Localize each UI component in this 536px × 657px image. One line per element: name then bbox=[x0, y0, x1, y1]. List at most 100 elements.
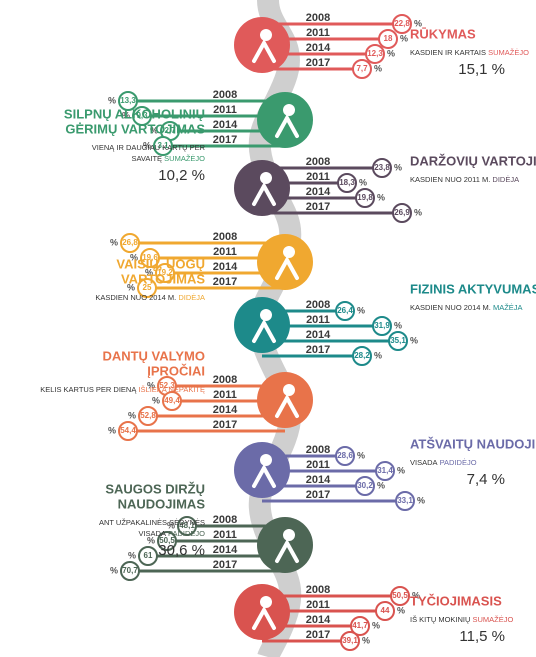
value: 30,2 bbox=[357, 481, 373, 490]
unit: % bbox=[128, 410, 136, 420]
unit: % bbox=[110, 237, 118, 247]
icon-head bbox=[260, 172, 272, 184]
trend: SUMAŽĖJO bbox=[164, 154, 205, 163]
trend: PADIDĖJO bbox=[440, 458, 477, 467]
change-value: 11,5 % bbox=[459, 628, 505, 645]
trend: MAŽĖJA bbox=[493, 303, 523, 312]
section-title: NAUDOJIMAS bbox=[118, 496, 206, 511]
year: 2017 bbox=[213, 419, 237, 431]
unit: % bbox=[414, 207, 422, 217]
year: 2008 bbox=[306, 12, 330, 24]
unit: % bbox=[417, 495, 425, 505]
year: 2014 bbox=[213, 544, 238, 556]
section-subtitle: VIENĄ IR DAUGIAU KARTŲ PER bbox=[92, 143, 206, 152]
change-value: 15,1 % bbox=[458, 61, 505, 78]
section-subtitle: KELIS KARTUS PER DIENĄ IŠLIEKA NEPAKITĘ bbox=[40, 385, 205, 394]
section-subtitle: SAVAITĘ SUMAŽĖJO bbox=[131, 154, 205, 163]
value: 23,8 bbox=[374, 163, 390, 172]
subtitle-text: KASDIEN NUO 2014 M. bbox=[410, 303, 491, 312]
value: 28,2 bbox=[354, 351, 370, 360]
year: 2011 bbox=[213, 104, 237, 116]
year: 2017 bbox=[213, 559, 237, 571]
subtitle-text: IŠ KITŲ MOKINIŲ bbox=[410, 615, 470, 624]
unit: % bbox=[362, 635, 370, 645]
subtitle-text: VISADA bbox=[138, 529, 166, 538]
change-value: 10,2 % bbox=[158, 167, 205, 184]
value: 33,1 bbox=[397, 496, 413, 505]
year: 2008 bbox=[213, 231, 237, 243]
value: 61 bbox=[144, 551, 153, 560]
year: 2011 bbox=[306, 27, 330, 39]
year: 2011 bbox=[213, 389, 237, 401]
icon-head bbox=[260, 454, 272, 466]
unit: % bbox=[128, 550, 136, 560]
value: 39,1 bbox=[342, 636, 358, 645]
year: 2008 bbox=[306, 584, 330, 596]
subtitle-text: SAVAITĘ bbox=[131, 154, 162, 163]
section-subtitle: KASDIEN IR KARTAIS SUMAŽĖJO bbox=[410, 48, 529, 57]
year: 2008 bbox=[306, 156, 330, 168]
year: 2008 bbox=[213, 89, 237, 101]
section-title: GĖRIMŲ VARTOJIMAS bbox=[65, 121, 205, 136]
unit: % bbox=[394, 162, 402, 172]
year: 2014 bbox=[213, 119, 238, 131]
year: 2011 bbox=[306, 599, 330, 611]
trend: IŠLIEKA NEPAKITĘ bbox=[138, 385, 205, 394]
year: 2014 bbox=[213, 261, 238, 273]
value: 13,3 bbox=[120, 96, 136, 105]
subtitle-text: KELIS KARTUS PER DIENĄ bbox=[40, 385, 137, 394]
unit: % bbox=[357, 305, 365, 315]
unit: % bbox=[397, 465, 405, 475]
year: 2014 bbox=[306, 614, 331, 626]
unit: % bbox=[374, 63, 382, 73]
value: 26,9 bbox=[394, 208, 410, 217]
subtitle-text: VISADA bbox=[410, 458, 438, 467]
year: 2008 bbox=[306, 299, 330, 311]
year: 2011 bbox=[213, 529, 237, 541]
unit: % bbox=[400, 33, 408, 43]
section-subtitle: KASDIEN NUO 2014 M. DIDĖJA bbox=[95, 293, 205, 302]
section-title: SILPNŲ ALKOHOLINIŲ bbox=[64, 106, 205, 121]
value: 70,7 bbox=[122, 566, 138, 575]
value: 49,4 bbox=[164, 396, 180, 405]
value: 50,5 bbox=[392, 591, 408, 600]
year: 2017 bbox=[213, 276, 237, 288]
value: 54,4 bbox=[120, 426, 136, 435]
year: 2017 bbox=[306, 344, 330, 356]
section-title: SAUGOS DIRŽŲ bbox=[105, 481, 205, 496]
section-title: VAISIŲ, UOGŲ bbox=[116, 256, 205, 271]
icon-head bbox=[283, 104, 295, 116]
unit: % bbox=[410, 335, 418, 345]
section-subtitle: KASDIEN NUO 2011 M. DIDĖJA bbox=[410, 175, 519, 184]
unit: % bbox=[357, 450, 365, 460]
year: 2008 bbox=[213, 374, 237, 386]
value: 22,8 bbox=[394, 19, 410, 28]
year: 2014 bbox=[306, 329, 331, 341]
year: 2014 bbox=[306, 42, 331, 54]
section-title: RŪKYMAS bbox=[410, 26, 476, 41]
value: 18,3 bbox=[339, 178, 355, 187]
value: 18 bbox=[384, 34, 393, 43]
section-subtitle: ANT UŽPAKALINĖS SĖDYNĖS bbox=[99, 518, 205, 527]
year: 2014 bbox=[306, 186, 331, 198]
year: 2017 bbox=[306, 201, 330, 213]
year: 2017 bbox=[213, 134, 237, 146]
section-title: DANTŲ VALYMO bbox=[102, 348, 205, 363]
value: 52,8 bbox=[140, 411, 156, 420]
unit: % bbox=[377, 192, 385, 202]
unit: % bbox=[108, 95, 116, 105]
value: 41,7 bbox=[352, 621, 368, 630]
unit: % bbox=[397, 605, 405, 615]
value: 12,3 bbox=[367, 49, 383, 58]
section-title: ATŠVAITŲ NAUDOJIMAS bbox=[410, 436, 536, 451]
section-subtitle: IŠ KITŲ MOKINIŲ SUMAŽĖJO bbox=[410, 615, 514, 624]
icon-head bbox=[260, 29, 272, 41]
year: 2014 bbox=[306, 474, 331, 486]
value: 35,1 bbox=[390, 336, 406, 345]
unit: % bbox=[377, 480, 385, 490]
year: 2008 bbox=[213, 514, 237, 526]
change-value: 7,4 % bbox=[467, 471, 505, 488]
trend: DIDĖJA bbox=[492, 175, 519, 184]
unit: % bbox=[108, 425, 116, 435]
year: 2011 bbox=[306, 171, 330, 183]
